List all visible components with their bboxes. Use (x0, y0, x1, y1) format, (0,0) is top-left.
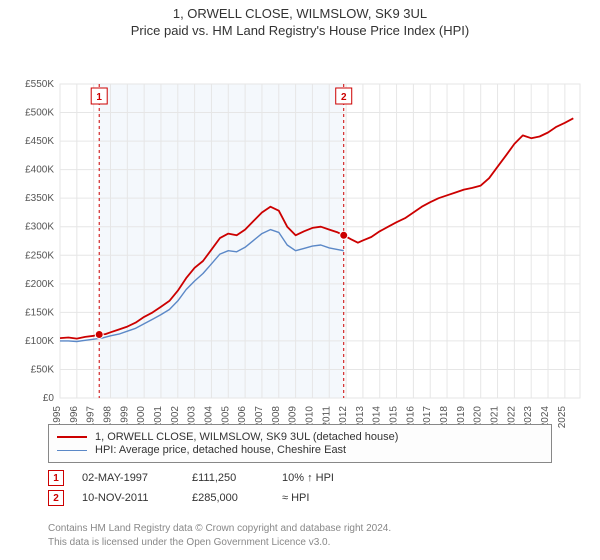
chart-legend: 1, ORWELL CLOSE, WILMSLOW, SK9 3UL (deta… (48, 424, 552, 463)
svg-text:£350K: £350K (25, 193, 54, 204)
svg-text:£300K: £300K (25, 222, 54, 233)
svg-text:£200K: £200K (25, 279, 54, 290)
page-title-2: Price paid vs. HM Land Registry's House … (0, 23, 600, 38)
legend-swatch (57, 436, 87, 438)
svg-text:£150K: £150K (25, 307, 54, 318)
legend-swatch (57, 450, 87, 451)
transactions-table: 102-MAY-1997£111,25010% ↑ HPI210-NOV-201… (48, 466, 552, 510)
svg-text:£50K: £50K (31, 364, 55, 375)
svg-text:£500K: £500K (25, 108, 54, 119)
transaction-relative: ≈ HPI (282, 492, 402, 504)
transaction-row: 102-MAY-1997£111,25010% ↑ HPI (48, 470, 552, 486)
transaction-marker-icon: 2 (48, 490, 64, 506)
page-title-1: 1, ORWELL CLOSE, WILMSLOW, SK9 3UL (0, 6, 600, 21)
transaction-price: 02-MAY-1997 (82, 472, 192, 484)
svg-text:£100K: £100K (25, 336, 54, 347)
svg-text:£550K: £550K (25, 79, 54, 90)
transaction-relative: 10% ↑ HPI (282, 472, 402, 484)
footer-line-1: Contains HM Land Registry data © Crown c… (48, 522, 552, 536)
svg-text:£0: £0 (43, 393, 55, 404)
svg-text:2025: 2025 (557, 406, 568, 429)
svg-text:1: 1 (96, 92, 102, 103)
transaction-row: 210-NOV-2011£285,000≈ HPI (48, 490, 552, 506)
footer-line-2: This data is licensed under the Open Gov… (48, 536, 552, 550)
svg-text:£450K: £450K (25, 136, 54, 147)
legend-row: 1, ORWELL CLOSE, WILMSLOW, SK9 3UL (deta… (57, 431, 543, 443)
legend-row: HPI: Average price, detached house, Ches… (57, 444, 543, 456)
legend-label: HPI: Average price, detached house, Ches… (95, 444, 346, 456)
attribution-footer: Contains HM Land Registry data © Crown c… (48, 522, 552, 549)
legend-label: 1, ORWELL CLOSE, WILMSLOW, SK9 3UL (deta… (95, 431, 398, 443)
svg-text:£400K: £400K (25, 165, 54, 176)
transaction-marker-icon: 1 (48, 470, 64, 486)
transaction-price: 10-NOV-2011 (82, 492, 192, 504)
svg-text:£250K: £250K (25, 250, 54, 261)
svg-text:2: 2 (341, 92, 347, 103)
price-chart: £0 £50K £100K £150K £200K £250K £300K £350K £400… (0, 38, 600, 458)
